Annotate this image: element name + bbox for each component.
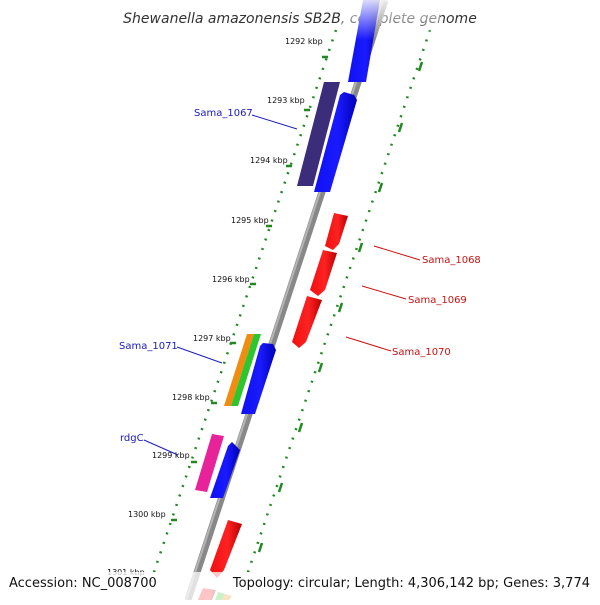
gene-sama-1069[interactable] <box>310 250 337 296</box>
gene-rdgc[interactable] <box>195 434 224 492</box>
gene-labels: Sama_1067 Sama_1068 Sama_1069 Sama_1070 … <box>119 108 481 444</box>
footer-backdrop <box>0 572 600 600</box>
gene-sama-1067[interactable] <box>297 82 340 186</box>
gene-arrow[interactable] <box>241 343 276 414</box>
label-rdgc[interactable]: rdgC <box>120 433 144 444</box>
tick-label: 1298 kbp <box>172 393 210 402</box>
accession-text: Accession: NC_008700 <box>9 576 157 591</box>
inner-ring-major-ticks <box>171 55 328 522</box>
gene-arrow[interactable] <box>210 520 242 578</box>
tick-label: 1300 kbp <box>128 510 166 519</box>
genome-summary-text: Topology: circular; Length: 4,306,142 bp… <box>232 576 590 591</box>
tick-label: 1292 kbp <box>285 37 323 46</box>
gene-callouts <box>143 114 421 456</box>
genome-backbone-highlight <box>185 0 384 601</box>
label-sama-1068[interactable]: Sama_1068 <box>422 255 481 266</box>
genome-backbone <box>184 0 389 602</box>
gene-green[interactable] <box>231 334 261 406</box>
tick-label: 1295 kbp <box>231 216 269 225</box>
tick-label: 1293 kbp <box>267 96 305 105</box>
label-sama-1071[interactable]: Sama_1071 <box>119 341 178 352</box>
label-sama-1067[interactable]: Sama_1067 <box>194 108 253 119</box>
label-sama-1070[interactable]: Sama_1070 <box>392 347 451 358</box>
tick-label: 1297 kbp <box>193 334 231 343</box>
gene-arrow[interactable] <box>314 92 357 192</box>
top-fade <box>340 0 440 40</box>
tick-label: 1296 kbp <box>212 275 250 284</box>
gene-orange[interactable] <box>224 334 254 406</box>
tick-label: 1294 kbp <box>250 156 288 165</box>
gene-sama-1070[interactable] <box>292 296 322 348</box>
tick-label: 1299 kbp <box>152 451 190 460</box>
reverse-strand-genes <box>198 213 348 600</box>
gene-sama-1068[interactable] <box>325 213 348 250</box>
outer-ring-major-ticks <box>257 61 424 553</box>
gene-arrow[interactable] <box>210 442 240 498</box>
label-sama-1069[interactable]: Sama_1069 <box>408 295 467 306</box>
forward-strand-genes <box>195 0 380 498</box>
